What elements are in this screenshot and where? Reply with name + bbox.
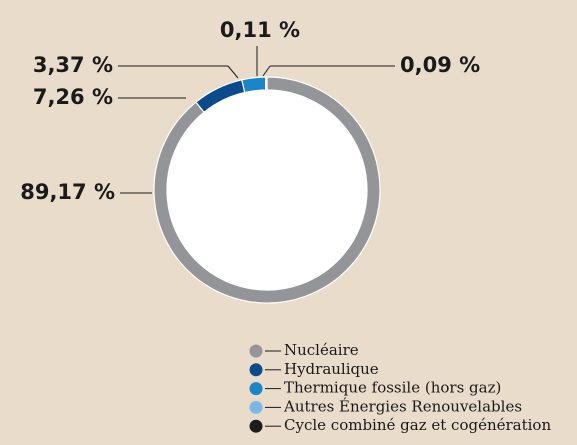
value-label: 0,09 % xyxy=(400,53,480,77)
leader-line xyxy=(227,65,239,79)
value-label: 0,11 % xyxy=(220,18,300,42)
legend-label: Thermique fossile (hors gaz) xyxy=(284,379,501,397)
value-label: 89,17 % xyxy=(20,180,115,204)
donut-segment xyxy=(265,76,268,91)
value-label: 7,26 % xyxy=(33,85,113,109)
donut-segment xyxy=(153,76,381,304)
legend-marker xyxy=(249,344,263,358)
legend-marker xyxy=(249,382,263,396)
legend-marker xyxy=(249,363,263,377)
leader-line xyxy=(262,65,271,77)
legend-label: Cycle combiné gaz et cogénération xyxy=(284,416,551,434)
legend-label: Nucléaire xyxy=(284,341,359,359)
legend-marker xyxy=(249,400,263,414)
legend-label: Hydraulique xyxy=(284,360,379,378)
legend-label: Autres Énergies Renouvelables xyxy=(283,397,522,415)
value-label: 3,37 % xyxy=(33,53,113,77)
donut-hole xyxy=(167,90,367,290)
donut-segment xyxy=(241,76,267,94)
legend-marker xyxy=(249,419,263,433)
